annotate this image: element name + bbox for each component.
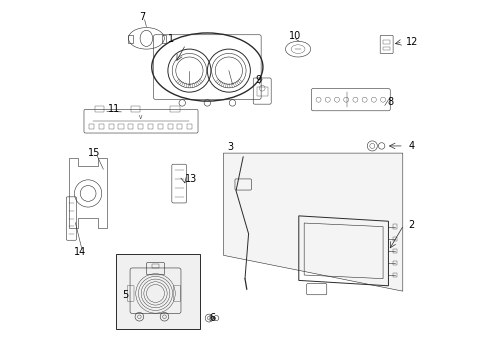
Text: 14: 14 — [74, 247, 86, 257]
Text: 2: 2 — [409, 220, 415, 230]
Text: 6: 6 — [210, 313, 216, 323]
Bar — [393, 225, 397, 229]
Bar — [116, 253, 200, 329]
Bar — [152, 264, 159, 267]
Text: 7: 7 — [140, 12, 146, 22]
Bar — [393, 261, 397, 265]
Text: V: V — [139, 115, 143, 120]
Polygon shape — [223, 153, 403, 291]
Text: 10: 10 — [289, 31, 301, 41]
Bar — [393, 273, 397, 277]
Bar — [162, 35, 167, 42]
Bar — [168, 124, 172, 129]
Text: 11: 11 — [108, 104, 120, 114]
Bar — [393, 237, 397, 241]
Text: 3: 3 — [227, 141, 234, 152]
Bar — [187, 124, 192, 129]
Bar — [89, 124, 94, 129]
Bar — [158, 124, 163, 129]
Bar — [171, 106, 180, 112]
Text: 4: 4 — [409, 141, 415, 151]
Bar — [138, 124, 143, 129]
Bar — [383, 46, 390, 50]
Bar — [99, 124, 104, 129]
Text: 9: 9 — [256, 75, 262, 85]
Bar — [119, 124, 123, 129]
Text: 13: 13 — [185, 174, 197, 184]
Bar — [383, 40, 390, 44]
Text: 1: 1 — [169, 34, 174, 44]
Bar — [109, 124, 114, 129]
Text: 8: 8 — [387, 97, 393, 107]
Bar — [177, 124, 182, 129]
Bar — [148, 124, 153, 129]
Text: 12: 12 — [406, 37, 418, 47]
Bar — [128, 124, 133, 129]
Text: 5: 5 — [122, 290, 128, 300]
Bar — [131, 106, 140, 112]
Bar — [393, 249, 397, 253]
Bar — [257, 87, 268, 96]
Bar — [95, 106, 104, 112]
Text: 15: 15 — [88, 148, 100, 158]
Bar — [128, 35, 133, 42]
